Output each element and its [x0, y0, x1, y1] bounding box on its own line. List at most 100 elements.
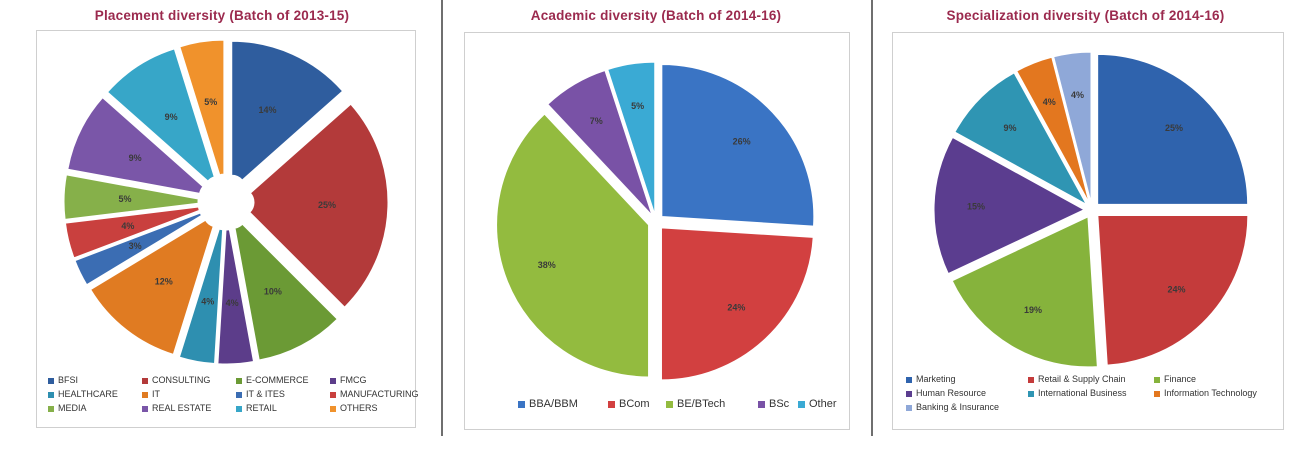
- pie-slice-healthcare: [178, 228, 224, 365]
- data-label: 14%: [258, 105, 276, 115]
- legend-label: HEALTHCARE: [58, 389, 118, 399]
- chart-title: Academic diversity (Batch of 2014-16): [530, 8, 782, 23]
- pie-slice-retail: [106, 48, 215, 182]
- data-label: 9%: [129, 153, 142, 163]
- legend-swatch: [666, 400, 673, 408]
- legend-label: BBA/BBM: [529, 398, 578, 410]
- legend-swatch: [330, 405, 336, 412]
- data-label: 5%: [631, 101, 644, 111]
- data-label: 5%: [204, 97, 217, 107]
- legend-item: IT: [142, 389, 160, 399]
- panel-academic: Academic diversity (Batch of 2014-16) 26…: [444, 0, 868, 436]
- legend-swatch: [518, 400, 525, 408]
- data-label: 7%: [590, 116, 603, 126]
- legend-item: Human Resource: [906, 388, 986, 398]
- legend-swatch: [906, 404, 912, 411]
- legend-swatch: [48, 377, 54, 384]
- legend-label: CONSULTING: [152, 375, 211, 385]
- pie-slice-human-resource: [933, 136, 1086, 275]
- pie-slice-bcom: [660, 227, 814, 381]
- pie-slice-other: [607, 61, 656, 215]
- pie-slice-be-btech: [496, 113, 650, 378]
- legend-label: Banking & Insurance: [916, 402, 1000, 412]
- legend-label: BSc: [769, 398, 790, 410]
- legend-swatch: [48, 391, 54, 398]
- legend-item: CONSULTING: [142, 375, 210, 385]
- legend-label: Finance: [1164, 374, 1197, 384]
- legend-swatch: [1154, 376, 1160, 383]
- data-label: 19%: [1024, 305, 1042, 315]
- data-label: 4%: [1071, 90, 1084, 100]
- legend-item: Marketing: [906, 374, 956, 384]
- panel-divider: [871, 0, 873, 436]
- pie-slice-fmcg: [217, 229, 255, 365]
- legend-swatch: [142, 391, 148, 398]
- pie-slice-information-technology: [1016, 56, 1090, 203]
- legend-item: Banking & Insurance: [906, 402, 999, 412]
- legend-swatch: [1154, 390, 1160, 397]
- data-label: 25%: [1165, 123, 1183, 133]
- panel-specialization: Specialization diversity (Batch of 2014-…: [874, 0, 1297, 436]
- pie-slice-media: [63, 174, 199, 220]
- legend-label: OTHERS: [340, 403, 378, 413]
- legend-swatch: [236, 377, 242, 384]
- legend-label: REAL ESTATE: [152, 403, 212, 413]
- legend-item: BSc: [758, 398, 789, 410]
- pie-slice-e-commerce: [234, 223, 338, 361]
- legend-item: IT & ITES: [236, 389, 285, 399]
- legend-swatch: [48, 405, 54, 412]
- pie-slice-banking-insurance: [1053, 51, 1092, 203]
- legend-label: Marketing: [916, 374, 956, 384]
- legend-item: International Business: [1028, 388, 1127, 398]
- legend-item: Retail & Supply Chain: [1028, 374, 1126, 384]
- legend-item: REAL ESTATE: [142, 403, 211, 413]
- pie-slice-marketing: [1097, 53, 1249, 205]
- data-label: 24%: [727, 303, 745, 313]
- pie-slice-it-ites: [74, 212, 203, 286]
- legend-item: HEALTHCARE: [48, 389, 118, 399]
- legend-item: MEDIA: [48, 403, 87, 413]
- legend-label: IT & ITES: [246, 389, 285, 399]
- legend-label: Retail & Supply Chain: [1038, 374, 1126, 384]
- legend-item: BCom: [608, 398, 650, 410]
- data-label: 9%: [165, 112, 178, 122]
- chart-title: Specialization diversity (Batch of 2014-…: [946, 8, 1225, 23]
- pie-chart-academic: 26% 24% 38% 7% 5%: [496, 61, 815, 381]
- legend-item: Other: [798, 398, 837, 410]
- pie-slice-finance: [951, 216, 1098, 368]
- legend-label: MEDIA: [58, 403, 87, 413]
- panel-placement: Placement diversity (Batch of 2013-15) 1…: [8, 0, 436, 436]
- legend-item: FMCG: [330, 375, 367, 385]
- pie-slice-real-estate: [67, 97, 204, 194]
- data-label: 24%: [1168, 284, 1186, 294]
- data-label: 4%: [201, 296, 214, 306]
- legend-swatch: [798, 400, 805, 408]
- legend-label: Human Resource: [916, 388, 987, 398]
- data-label: 5%: [119, 194, 132, 204]
- data-label: 38%: [538, 260, 556, 270]
- legend-label: BCom: [619, 398, 650, 410]
- legend-swatch: [1028, 390, 1034, 397]
- legend-label: Information Technology: [1164, 388, 1257, 398]
- pie-slice-bba-bbm: [661, 64, 815, 227]
- data-label: 4%: [121, 221, 134, 231]
- pie-slice-bfsi: [231, 40, 344, 181]
- legend-swatch: [906, 390, 912, 397]
- data-label: 3%: [129, 241, 142, 251]
- data-label: 9%: [1003, 123, 1016, 133]
- legend-item: E-COMMERCE: [236, 375, 309, 385]
- legend-label: E-COMMERCE: [246, 375, 309, 385]
- data-label: 26%: [733, 137, 751, 147]
- legend-label: FMCG: [340, 375, 367, 385]
- chart-title: Placement diversity (Batch of 2013-15): [94, 8, 350, 23]
- legend-label: MANUFACTURING: [340, 389, 419, 399]
- legend-label: RETAIL: [246, 403, 277, 413]
- pie-slice-international-business: [954, 72, 1088, 206]
- data-label: 12%: [155, 277, 173, 287]
- legend-item: Finance: [1154, 374, 1196, 384]
- legend-item: Information Technology: [1154, 388, 1257, 398]
- legend-item: BE/BTech: [666, 398, 725, 410]
- legend-label: International Business: [1038, 388, 1127, 398]
- legend-item: OTHERS: [330, 403, 378, 413]
- data-label: 4%: [1043, 97, 1056, 107]
